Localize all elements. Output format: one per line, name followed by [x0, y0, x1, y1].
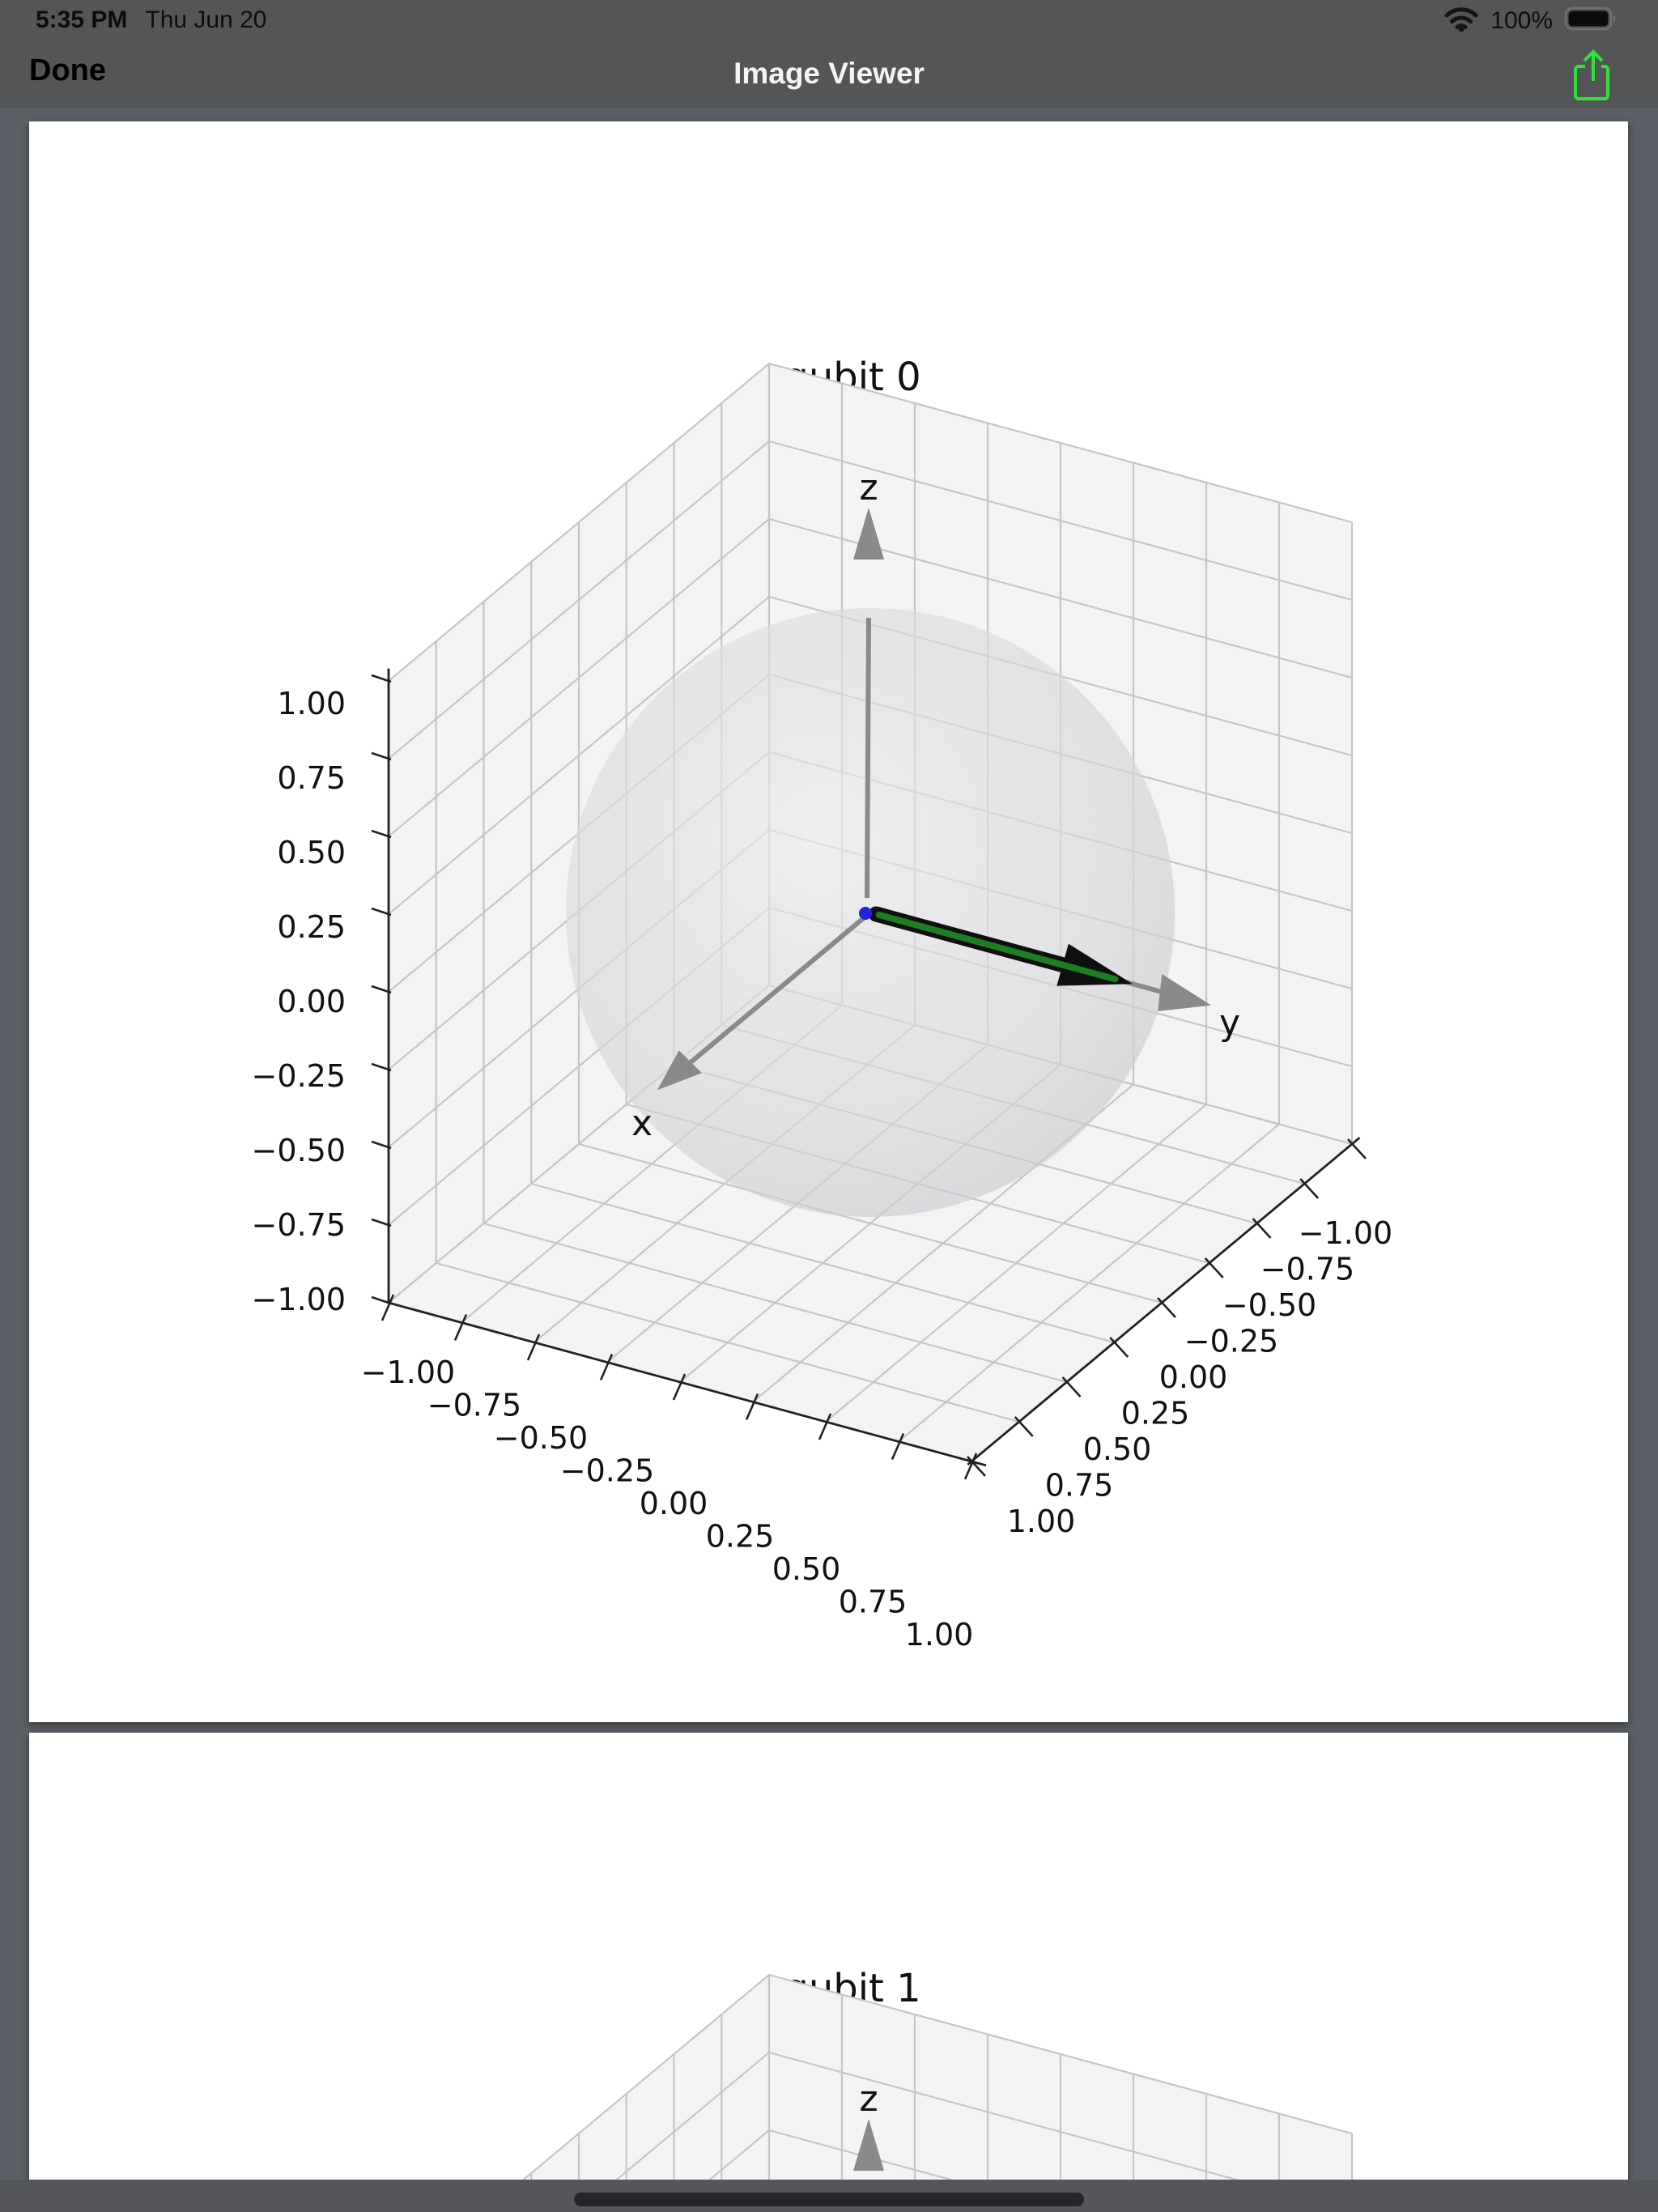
- top-chrome: 5:35 PM Thu Jun 20 100%: [0, 0, 1658, 108]
- pane-grid-lines: [521, 1973, 1354, 2180]
- y-tick-label: −1.00: [1299, 1215, 1392, 1251]
- y-tick-label: 0.25: [1121, 1396, 1190, 1431]
- z-axis-label: z: [859, 2078, 878, 2120]
- document-page-qubit-0[interactable]: qubit 0 z x y 1.00 0.75 0.50 0.25 0.00 −0.25 −0.50…: [29, 121, 1628, 1722]
- z-tick-label: −0.50: [252, 1133, 346, 1168]
- wifi-icon: [1443, 5, 1479, 36]
- x-tick-label: −0.25: [560, 1453, 654, 1489]
- x-tick-label: 0.25: [706, 1519, 775, 1555]
- x-tick-label: −1.00: [361, 1355, 455, 1390]
- document-page-qubit-1[interactable]: qubit 1zxy1.000.750.500.250.00−0.25−0.50…: [29, 1733, 1628, 2180]
- z-tick-label: 1.00: [277, 686, 346, 721]
- state-vector-arrow: [868, 906, 1133, 986]
- z-tick-label: −1.00: [252, 1282, 346, 1317]
- battery-percent-label: 100%: [1490, 6, 1553, 34]
- origin-point: [859, 907, 872, 920]
- z-tick-label: 0.75: [277, 760, 346, 796]
- axes-group: zxy: [853, 2078, 884, 2171]
- z-tick-label: −0.75: [252, 1207, 346, 1243]
- status-right-cluster: 100%: [1443, 5, 1619, 36]
- status-time: 5:35 PM: [36, 6, 128, 33]
- axis-edges-and-ticks: [371, 668, 1367, 1480]
- y-tick-label: 0.50: [1083, 1431, 1152, 1467]
- x-tick-label: 0.00: [640, 1486, 708, 1521]
- status-date: Thu Jun 20: [145, 6, 267, 33]
- share-button[interactable]: [1571, 49, 1616, 102]
- x-tick-label: 0.75: [839, 1585, 908, 1620]
- y-tick-label: 1.00: [1007, 1504, 1076, 1539]
- tick-labels: 1.000.750.500.250.00−0.25−0.50−0.75−1.00…: [252, 686, 1393, 1653]
- status-bar: 5:35 PM Thu Jun 20 100%: [0, 0, 1658, 39]
- z-tick-label: 0.50: [277, 835, 346, 870]
- y-tick-label: 0.00: [1159, 1359, 1228, 1395]
- y-tick-label: 0.75: [1045, 1468, 1114, 1504]
- x-tick-label: −0.50: [494, 1420, 588, 1456]
- bloch-3d-plot: qubit 1zxy1.000.750.500.250.00−0.25−0.50…: [521, 1966, 1354, 2180]
- battery-icon: [1564, 5, 1619, 36]
- x-tick-label: 1.00: [905, 1617, 974, 1653]
- y-tick-label: −0.25: [1184, 1324, 1278, 1359]
- y-tick-label: −0.50: [1222, 1287, 1316, 1323]
- bloch-plot-svg-1: qubit 1zxy1.000.750.500.250.00−0.25−0.50…: [521, 1966, 1354, 2180]
- z-tick-label: 0.25: [277, 909, 346, 945]
- status-left-cluster: 5:35 PM Thu Jun 20: [36, 6, 267, 34]
- z-axis-label: z: [859, 467, 878, 508]
- bloch-3d-plot: qubit 0zxy1.000.750.500.250.00−0.25−0.50…: [252, 355, 1393, 1653]
- y-axis-label: y: [1219, 1002, 1240, 1044]
- z-tick-label: −0.25: [252, 1058, 346, 1094]
- bloch-plot-svg-0: qubit 0zxy1.000.750.500.250.00−0.25−0.50…: [252, 355, 1393, 1653]
- horizontal-scroll-indicator[interactable]: [574, 2193, 1084, 2206]
- navigation-bar: Done Image Viewer: [0, 39, 1658, 108]
- z-tick-label: 0.00: [277, 984, 346, 1019]
- x-tick-label: −0.75: [427, 1388, 521, 1423]
- bottom-bar: [0, 2180, 1658, 2212]
- nav-title: Image Viewer: [733, 57, 925, 90]
- x-tick-label: 0.50: [772, 1551, 841, 1587]
- y-tick-label: −0.75: [1261, 1252, 1354, 1287]
- done-button[interactable]: Done: [29, 53, 106, 87]
- x-axis-label: x: [631, 1103, 653, 1144]
